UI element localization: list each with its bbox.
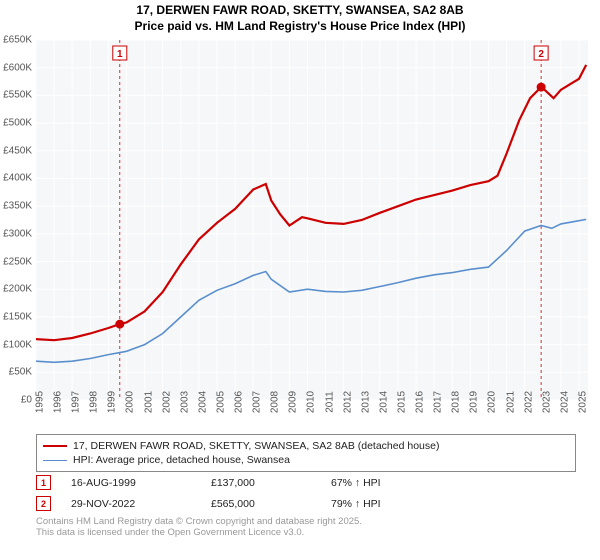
y-tick-label: £650K [3, 35, 32, 46]
chart-title: 17, DERWEN FAWR ROAD, SKETTY, SWANSEA, S… [0, 0, 600, 34]
sale-row-date: 16-AUG-1999 [71, 477, 191, 489]
x-tick-label: 2000 [125, 391, 136, 413]
y-tick-label: £300K [3, 228, 32, 239]
sale-row-hpi: 79% ↑ HPI [331, 498, 451, 510]
sale-marker-num: 1 [117, 49, 123, 60]
x-tick-label: 1997 [71, 391, 82, 413]
legend-row: HPI: Average price, detached house, Swan… [43, 453, 569, 467]
legend-label: HPI: Average price, detached house, Swan… [73, 454, 290, 466]
y-tick-label: £50K [9, 367, 32, 378]
sale-row-date: 29-NOV-2022 [71, 498, 191, 510]
x-tick-label: 2011 [324, 391, 335, 413]
y-axis: £0£50K£100K£150K£200K£250K£300K£350K£400… [0, 40, 34, 400]
chart-plot-area: 12 [36, 40, 588, 400]
x-tick-label: 1999 [107, 391, 118, 413]
sale-row-badge: 1 [36, 475, 51, 490]
y-tick-label: £150K [3, 311, 32, 322]
y-tick-label: £0 [21, 395, 32, 406]
x-tick-label: 2024 [559, 391, 570, 413]
footer-line1: Contains HM Land Registry data © Crown c… [36, 516, 588, 527]
x-tick-label: 2025 [577, 391, 588, 413]
x-tick-label: 2015 [396, 391, 407, 413]
x-tick-label: 2014 [378, 391, 389, 413]
x-tick-label: 2019 [469, 391, 480, 413]
y-tick-label: £100K [3, 339, 32, 350]
legend-swatch [43, 460, 67, 461]
sale-marker-dot [537, 83, 546, 92]
title-line1: 17, DERWEN FAWR ROAD, SKETTY, SWANSEA, S… [0, 3, 600, 19]
y-tick-label: £250K [3, 256, 32, 267]
x-tick-label: 2020 [487, 391, 498, 413]
x-tick-label: 2003 [179, 391, 190, 413]
sale-row-hpi: 67% ↑ HPI [331, 477, 451, 489]
sale-marker-dot [115, 320, 124, 329]
x-tick-label: 2010 [306, 391, 317, 413]
y-tick-label: £550K [3, 90, 32, 101]
x-tick-label: 1995 [35, 391, 46, 413]
x-tick-label: 2006 [234, 391, 245, 413]
x-tick-label: 2023 [541, 391, 552, 413]
title-line2: Price paid vs. HM Land Registry's House … [0, 19, 600, 35]
x-tick-label: 2018 [451, 391, 462, 413]
x-tick-label: 2017 [433, 391, 444, 413]
x-tick-label: 2022 [523, 391, 534, 413]
x-tick-label: 1998 [89, 391, 100, 413]
footer-line2: This data is licensed under the Open Gov… [36, 527, 588, 538]
y-tick-label: £200K [3, 284, 32, 295]
legend-swatch [43, 445, 67, 447]
x-tick-label: 2008 [270, 391, 281, 413]
x-tick-label: 2001 [143, 391, 154, 413]
x-axis: 1995199619971998199920002001200220032004… [36, 402, 588, 432]
x-tick-label: 2013 [360, 391, 371, 413]
sale-row-price: £137,000 [211, 477, 311, 489]
y-tick-label: £400K [3, 173, 32, 184]
y-tick-label: £500K [3, 118, 32, 129]
x-tick-label: 2021 [505, 391, 516, 413]
sale-row: 1 16-AUG-1999 £137,000 67% ↑ HPI [36, 472, 588, 493]
legend-row: 17, DERWEN FAWR ROAD, SKETTY, SWANSEA, S… [43, 439, 569, 453]
x-tick-label: 1996 [53, 391, 64, 413]
y-tick-label: £350K [3, 201, 32, 212]
x-tick-label: 2016 [415, 391, 426, 413]
legend-label: 17, DERWEN FAWR ROAD, SKETTY, SWANSEA, S… [73, 440, 439, 452]
footer-note: Contains HM Land Registry data © Crown c… [36, 514, 588, 539]
x-tick-label: 2005 [215, 391, 226, 413]
y-tick-label: £450K [3, 145, 32, 156]
x-tick-label: 2012 [342, 391, 353, 413]
sale-row-price: £565,000 [211, 498, 311, 510]
x-tick-label: 2004 [197, 391, 208, 413]
x-tick-label: 2009 [288, 391, 299, 413]
sale-row: 2 29-NOV-2022 £565,000 79% ↑ HPI [36, 493, 588, 514]
chart-svg: 12 [36, 40, 588, 400]
x-tick-label: 2007 [252, 391, 263, 413]
sale-row-badge: 2 [36, 496, 51, 511]
legend-box: 17, DERWEN FAWR ROAD, SKETTY, SWANSEA, S… [36, 434, 576, 472]
x-tick-label: 2002 [161, 391, 172, 413]
bottom-panel: 17, DERWEN FAWR ROAD, SKETTY, SWANSEA, S… [36, 434, 588, 539]
sale-marker-num: 2 [538, 49, 544, 60]
sales-table: 1 16-AUG-1999 £137,000 67% ↑ HPI 2 29-NOV-202… [36, 472, 588, 514]
y-tick-label: £600K [3, 62, 32, 73]
